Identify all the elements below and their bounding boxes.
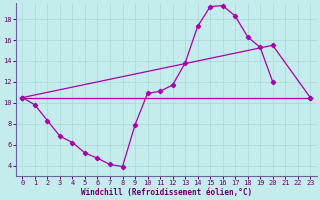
X-axis label: Windchill (Refroidissement éolien,°C): Windchill (Refroidissement éolien,°C) bbox=[81, 188, 252, 197]
